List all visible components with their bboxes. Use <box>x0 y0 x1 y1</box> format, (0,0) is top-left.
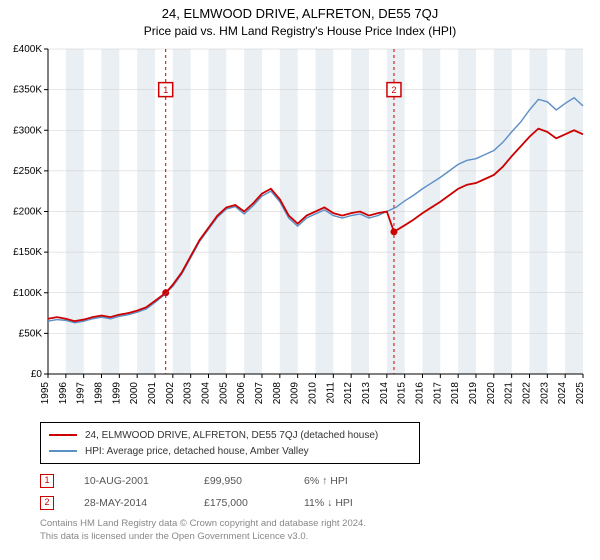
svg-text:£50K: £50K <box>19 328 43 339</box>
svg-text:2006: 2006 <box>236 382 247 405</box>
svg-text:2022: 2022 <box>522 382 533 405</box>
legend-label: HPI: Average price, detached house, Ambe… <box>85 446 309 457</box>
svg-text:1: 1 <box>163 85 168 95</box>
svg-text:2014: 2014 <box>379 382 390 405</box>
footer-attribution: Contains HM Land Registry data © Crown c… <box>40 518 600 544</box>
svg-text:2003: 2003 <box>183 382 194 405</box>
svg-text:2011: 2011 <box>325 382 336 404</box>
svg-text:2020: 2020 <box>486 382 497 405</box>
legend-label: 24, ELMWOOD DRIVE, ALFRETON, DE55 7QJ (d… <box>85 430 378 441</box>
svg-text:2012: 2012 <box>343 382 354 405</box>
svg-text:1998: 1998 <box>94 382 105 405</box>
svg-text:2019: 2019 <box>468 382 479 405</box>
svg-text:£300K: £300K <box>13 125 42 136</box>
svg-text:2025: 2025 <box>575 382 586 405</box>
sale-marker-icon: 2 <box>40 496 54 510</box>
svg-text:2018: 2018 <box>450 382 461 405</box>
svg-text:2016: 2016 <box>415 382 426 405</box>
svg-text:1999: 1999 <box>111 382 122 405</box>
svg-text:£100K: £100K <box>13 288 42 299</box>
svg-text:2008: 2008 <box>272 382 283 405</box>
svg-text:2017: 2017 <box>432 382 443 405</box>
sale-row: 2 28-MAY-2014 £175,000 11% ↓ HPI <box>40 492 600 514</box>
svg-text:2002: 2002 <box>165 382 176 405</box>
legend-item: 24, ELMWOOD DRIVE, ALFRETON, DE55 7QJ (d… <box>49 427 411 443</box>
sale-date: 10-AUG-2001 <box>84 475 174 487</box>
svg-text:£350K: £350K <box>13 85 42 96</box>
sale-price: £99,950 <box>204 475 274 487</box>
svg-text:2023: 2023 <box>539 382 550 405</box>
svg-text:2013: 2013 <box>361 382 372 405</box>
svg-text:2001: 2001 <box>147 382 158 405</box>
svg-text:2015: 2015 <box>397 382 408 405</box>
svg-text:£200K: £200K <box>13 207 42 218</box>
svg-text:2000: 2000 <box>129 382 140 405</box>
footer-line1: Contains HM Land Registry data © Crown c… <box>40 518 600 531</box>
svg-text:2007: 2007 <box>254 382 265 405</box>
legend: 24, ELMWOOD DRIVE, ALFRETON, DE55 7QJ (d… <box>40 422 420 464</box>
footer-line2: This data is licensed under the Open Gov… <box>40 531 600 544</box>
chart-svg: £0 £50K £100K £150K £200K £250K £300K £350K £400… <box>0 44 600 414</box>
svg-text:£250K: £250K <box>13 166 42 177</box>
sale-date: 28-MAY-2014 <box>84 497 174 509</box>
svg-text:2005: 2005 <box>218 382 229 405</box>
chart-container: 24, ELMWOOD DRIVE, ALFRETON, DE55 7QJ Pr… <box>0 0 600 560</box>
legend-swatch <box>49 450 77 452</box>
sale-hpi-relative: 6% ↑ HPI <box>304 475 404 487</box>
sales-table: 1 10-AUG-2001 £99,950 6% ↑ HPI 2 28-MAY-2014 £… <box>40 470 600 514</box>
sale-hpi-relative: 11% ↓ HPI <box>304 497 404 509</box>
svg-text:£0: £0 <box>31 369 43 380</box>
svg-text:2021: 2021 <box>504 382 515 405</box>
chart-plot-area: £0 £50K £100K £150K £200K £250K £300K £350K £400… <box>0 44 600 414</box>
legend-swatch <box>49 434 77 436</box>
sale-marker-icon: 1 <box>40 474 54 488</box>
svg-text:2010: 2010 <box>308 382 319 405</box>
svg-text:1997: 1997 <box>76 382 87 405</box>
svg-text:2024: 2024 <box>557 382 568 405</box>
svg-text:2009: 2009 <box>290 382 301 405</box>
chart-title: 24, ELMWOOD DRIVE, ALFRETON, DE55 7QJ <box>0 0 600 21</box>
sale-price: £175,000 <box>204 497 274 509</box>
svg-text:1996: 1996 <box>58 382 69 405</box>
chart-subtitle: Price paid vs. HM Land Registry's House … <box>0 24 600 38</box>
legend-item: HPI: Average price, detached house, Ambe… <box>49 443 411 459</box>
svg-text:2: 2 <box>391 85 396 95</box>
svg-text:1995: 1995 <box>40 382 51 405</box>
svg-text:£400K: £400K <box>13 44 42 55</box>
svg-text:2004: 2004 <box>201 382 212 405</box>
sale-row: 1 10-AUG-2001 £99,950 6% ↑ HPI <box>40 470 600 492</box>
svg-text:£150K: £150K <box>13 247 42 258</box>
